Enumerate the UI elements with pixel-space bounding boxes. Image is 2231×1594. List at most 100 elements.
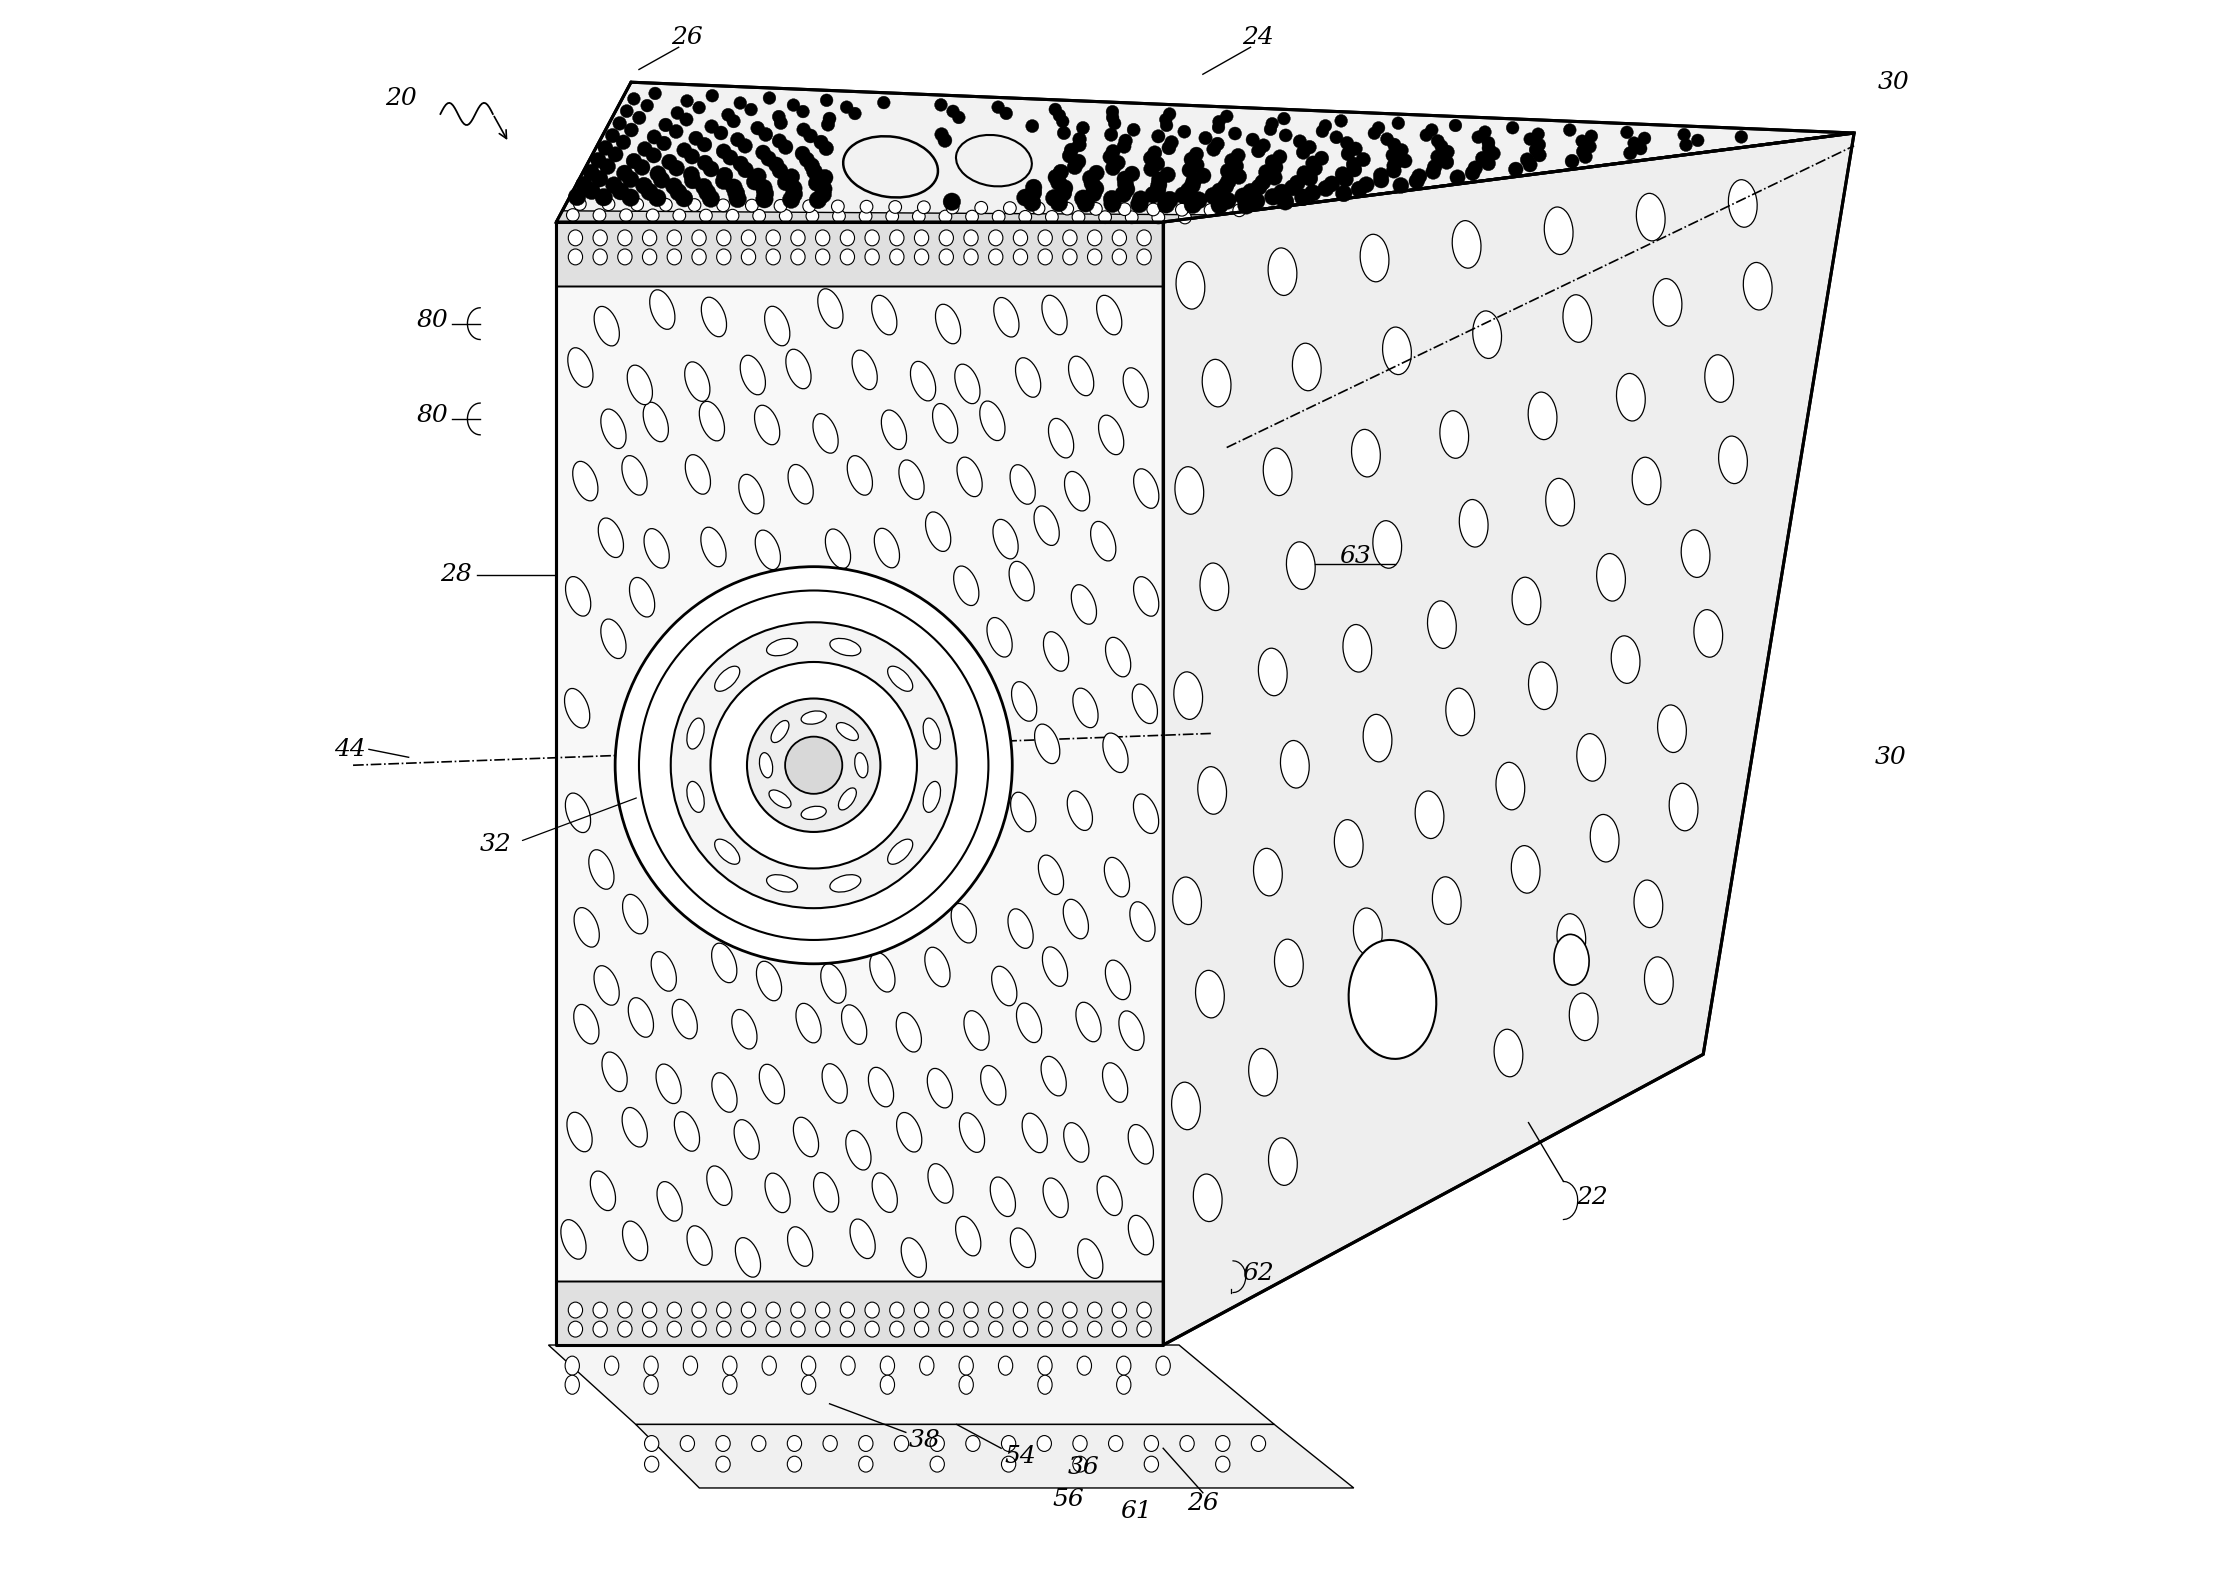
Ellipse shape [988,1302,1004,1318]
Circle shape [821,118,834,131]
Text: 22: 22 [1575,1186,1609,1208]
Ellipse shape [1086,249,1102,265]
Circle shape [1528,143,1542,156]
Circle shape [1053,164,1069,180]
Circle shape [1026,179,1042,196]
Ellipse shape [785,349,812,389]
Circle shape [1055,185,1071,201]
Ellipse shape [841,230,854,245]
Ellipse shape [805,210,819,222]
Circle shape [1388,158,1401,174]
Ellipse shape [986,617,1013,657]
Circle shape [705,89,718,102]
Circle shape [817,169,832,185]
Ellipse shape [1011,792,1035,832]
Ellipse shape [859,1457,872,1473]
Ellipse shape [1495,1030,1524,1078]
Ellipse shape [979,402,1004,440]
Circle shape [1075,121,1089,134]
Ellipse shape [790,249,805,265]
Ellipse shape [1205,204,1216,217]
Circle shape [1629,137,1640,150]
Circle shape [1678,128,1691,140]
Ellipse shape [837,722,859,741]
Circle shape [1118,175,1133,193]
Ellipse shape [1116,1356,1131,1376]
Ellipse shape [763,1356,776,1376]
Circle shape [935,128,948,142]
Ellipse shape [716,1321,732,1337]
Ellipse shape [839,787,857,810]
Ellipse shape [687,717,705,749]
Ellipse shape [716,1457,730,1473]
Circle shape [636,177,651,194]
Ellipse shape [1049,418,1073,457]
Ellipse shape [1113,1321,1127,1337]
Circle shape [705,120,718,134]
Ellipse shape [756,531,781,569]
Circle shape [672,107,685,120]
Circle shape [1385,148,1399,163]
Circle shape [582,164,600,180]
Ellipse shape [1352,429,1381,477]
Circle shape [761,151,776,166]
Ellipse shape [928,1068,953,1108]
Ellipse shape [1086,1321,1102,1337]
Ellipse shape [569,249,582,265]
Ellipse shape [1287,542,1316,590]
Circle shape [696,179,712,194]
Ellipse shape [1452,220,1481,268]
Circle shape [1533,139,1546,151]
Circle shape [1102,150,1118,164]
Circle shape [1680,139,1693,151]
Circle shape [1211,196,1229,214]
Ellipse shape [939,230,953,245]
Circle shape [1564,124,1575,137]
Circle shape [730,132,745,147]
Ellipse shape [754,405,781,445]
Ellipse shape [714,666,741,692]
Circle shape [694,102,705,113]
Circle shape [841,100,852,113]
Ellipse shape [573,461,598,501]
Ellipse shape [629,998,654,1038]
Ellipse shape [955,363,979,403]
Circle shape [1256,139,1269,153]
Ellipse shape [674,1111,701,1151]
Ellipse shape [1133,469,1158,508]
Ellipse shape [991,966,1017,1006]
Circle shape [1187,172,1203,188]
Ellipse shape [591,1172,616,1210]
Ellipse shape [1011,465,1035,504]
Circle shape [1272,150,1287,164]
Circle shape [620,105,634,118]
Circle shape [1430,150,1446,164]
Ellipse shape [1269,1138,1296,1186]
Ellipse shape [738,475,763,513]
Ellipse shape [573,198,587,210]
Ellipse shape [627,365,651,405]
Circle shape [1334,115,1348,128]
Circle shape [1294,135,1307,148]
Circle shape [649,190,667,207]
Circle shape [783,191,801,209]
Ellipse shape [817,249,830,265]
Ellipse shape [1591,815,1620,862]
Ellipse shape [589,850,614,889]
Ellipse shape [1343,625,1372,673]
Ellipse shape [1091,521,1116,561]
Ellipse shape [1037,1302,1053,1318]
Circle shape [1350,142,1363,156]
Circle shape [1278,129,1292,142]
Circle shape [1303,140,1316,155]
Ellipse shape [830,875,861,893]
Circle shape [1118,139,1131,153]
Circle shape [1368,128,1381,140]
Ellipse shape [1546,478,1575,526]
Ellipse shape [600,618,627,658]
Ellipse shape [1008,909,1033,948]
Circle shape [785,736,843,794]
Circle shape [669,124,683,139]
Circle shape [1247,132,1258,147]
Circle shape [774,116,788,129]
